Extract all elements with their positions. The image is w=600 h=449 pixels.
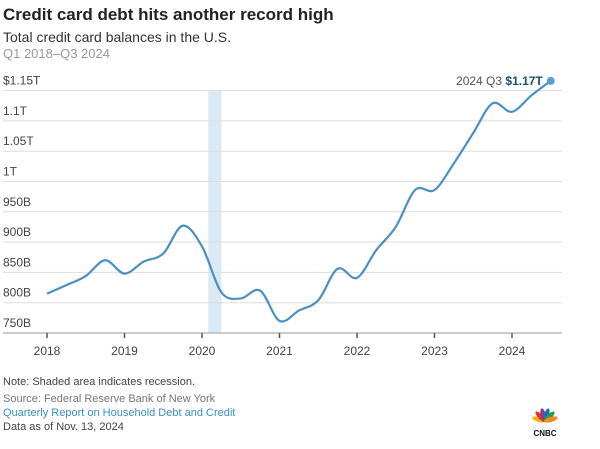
end-annotation: 2024 Q3 $1.17T [456,74,543,88]
y-tick-label: 1T [3,165,18,179]
logo-text: CNBC [533,429,556,437]
data-date: Data as of Nov. 13, 2024 [3,421,124,433]
x-tick-label: 2024 [499,344,526,358]
footnote: Note: Shaded area indicates recession. [3,376,196,388]
x-tick-label: 2023 [421,344,448,358]
x-tick-label: 2018 [34,344,61,358]
series-line [46,80,552,323]
y-tick-label: 950B [3,195,31,209]
data-point [546,76,555,85]
annotation-period: 2024 Q3 [456,74,505,88]
y-tick-label: 1.05T [3,134,34,148]
report-link[interactable]: Quarterly Report on Household Debt and C… [3,407,236,419]
x-tick-label: 2021 [266,344,293,358]
line-chart: 750B 800B 850B 900B 950B 1T 1.05T 1.1T $1.15T 201… [3,74,562,358]
y-tick-label: 900B [3,225,31,239]
x-tick-label: 2019 [111,344,138,358]
source: Source: Federal Reserve Bank of New York [3,393,216,405]
chart-subtitle: Total credit card balances in the U.S. [3,29,232,45]
y-tick-label: 1.1T [3,104,28,118]
peacock-icon: CNBC [532,408,558,437]
chart-title: Credit card debt hits another record hig… [3,5,334,24]
y-tick-label: $1.15T [3,74,41,88]
annotation-value: $1.17T [505,74,543,88]
chart-period: Q1 2018–Q3 2024 [3,46,110,61]
y-tick-label: 750B [3,316,31,330]
x-tick-label: 2022 [344,344,371,358]
y-tick-label: 850B [3,255,31,269]
y-tick-label: 800B [3,286,31,300]
x-tick-label: 2020 [189,344,216,358]
